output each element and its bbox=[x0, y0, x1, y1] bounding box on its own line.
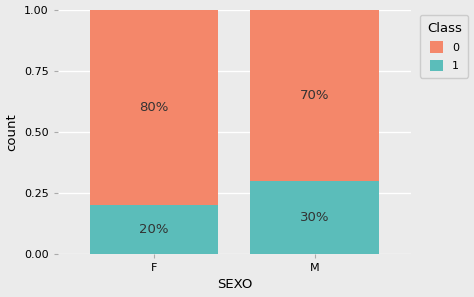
Text: 80%: 80% bbox=[139, 101, 169, 114]
Bar bbox=[90, 205, 219, 254]
Bar bbox=[250, 10, 379, 181]
Legend: 0, 1: 0, 1 bbox=[420, 15, 468, 78]
Bar bbox=[250, 181, 379, 254]
Y-axis label: count: count bbox=[6, 113, 18, 151]
Bar bbox=[90, 10, 219, 205]
Text: 70%: 70% bbox=[300, 89, 329, 102]
Text: 20%: 20% bbox=[139, 223, 169, 236]
Text: 30%: 30% bbox=[300, 211, 329, 224]
X-axis label: SEXO: SEXO bbox=[217, 279, 252, 291]
